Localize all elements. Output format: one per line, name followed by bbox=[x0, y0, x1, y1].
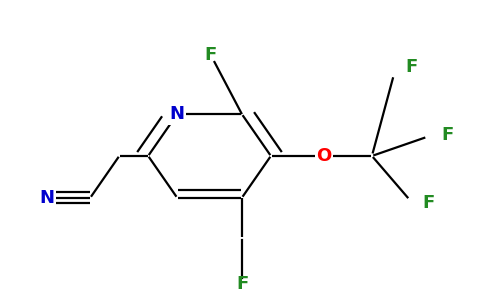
Text: O: O bbox=[316, 147, 332, 165]
Text: N: N bbox=[40, 189, 55, 207]
Text: F: F bbox=[423, 194, 435, 212]
Text: F: F bbox=[205, 46, 217, 64]
Text: F: F bbox=[406, 58, 418, 76]
Text: N: N bbox=[169, 105, 184, 123]
Text: F: F bbox=[236, 275, 248, 293]
Text: F: F bbox=[442, 126, 454, 144]
